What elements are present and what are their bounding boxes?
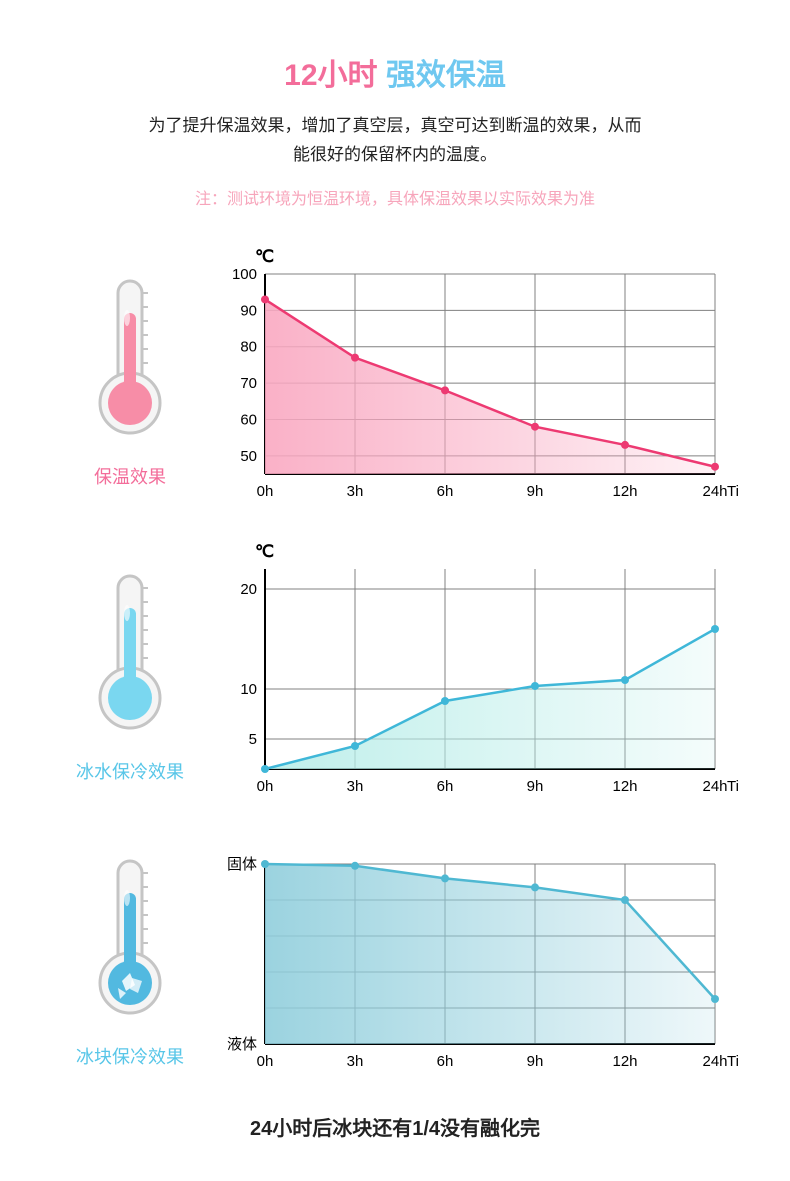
thermo-hot: 保温效果: [50, 273, 210, 489]
svg-text:℃: ℃: [255, 247, 274, 266]
svg-text:100: 100: [232, 266, 257, 283]
page-container: 12小时 强效保温 为了提升保温效果，增加了真空层，真空可达到断温的效果，从而 …: [0, 0, 790, 1181]
line-chart: ℃ 5 10 20 0h 3h 6h 9h 12h 24hTime: [210, 534, 740, 814]
subtitle: 为了提升保温效果，增加了真空层，真空可达到断温的效果，从而 能很好的保留杯内的温…: [50, 112, 740, 170]
svg-text:液体: 液体: [227, 1036, 257, 1053]
svg-text:5: 5: [249, 731, 257, 748]
svg-text:24h: 24h: [702, 1053, 727, 1070]
svg-text:24h: 24h: [702, 778, 727, 795]
thermo-cold-water: 冰水保冷效果: [50, 568, 210, 784]
title-accent: 12小时: [284, 59, 377, 92]
svg-text:10: 10: [240, 681, 257, 698]
svg-text:9h: 9h: [527, 483, 544, 500]
thermometer-icon: [90, 568, 170, 738]
svg-text:6h: 6h: [437, 483, 454, 500]
svg-text:12h: 12h: [612, 1053, 637, 1070]
svg-text:9h: 9h: [527, 1053, 544, 1070]
page-title: 12小时 强效保温: [50, 50, 740, 94]
svg-text:0h: 0h: [257, 483, 274, 500]
svg-text:50: 50: [240, 448, 257, 465]
svg-text:℃: ℃: [255, 542, 274, 561]
svg-text:9h: 9h: [527, 778, 544, 795]
chart-row-cold-water: 冰水保冷效果 ℃ 5 10 20 0h 3h 6h 9h 12h 24hTime: [50, 534, 740, 819]
line-chart: ℃ 50 60 70 80 90 100 0h 3h 6h 9h 12h 24hTime: [210, 239, 740, 519]
svg-text:0h: 0h: [257, 778, 274, 795]
svg-text:60: 60: [240, 411, 257, 428]
chart-label: 保温效果: [94, 463, 166, 489]
thermometer-icon: [90, 853, 170, 1023]
svg-text:20: 20: [240, 581, 257, 598]
line-chart: 固体液体0h 3h 6h 9h 12h 24hTime: [210, 829, 740, 1089]
svg-text:Time: Time: [727, 483, 740, 500]
svg-text:Time: Time: [727, 778, 740, 795]
svg-text:固体: 固体: [227, 856, 257, 873]
chart-row-hot: 保温效果 ℃ 50 60 70 80 90 100 0h 3h 6h 9h 12h 24hTime: [50, 239, 740, 524]
svg-text:6h: 6h: [437, 1053, 454, 1070]
svg-text:3h: 3h: [347, 483, 364, 500]
chart-label: 冰块保冷效果: [76, 1043, 184, 1069]
header: 12小时 强效保温 为了提升保温效果，增加了真空层，真空可达到断温的效果，从而 …: [50, 50, 740, 209]
svg-text:3h: 3h: [347, 1053, 364, 1070]
svg-text:Time: Time: [727, 1053, 740, 1070]
chart-row-ice: 冰块保冷效果 固体液体0h 3h 6h 9h 12h 24hTime: [50, 829, 740, 1094]
svg-text:0h: 0h: [257, 1053, 274, 1070]
title-main: 强效保温: [386, 59, 506, 92]
svg-text:12h: 12h: [612, 483, 637, 500]
thermometer-icon: [90, 273, 170, 443]
thermo-ice: 冰块保冷效果: [50, 853, 210, 1069]
svg-text:3h: 3h: [347, 778, 364, 795]
svg-text:6h: 6h: [437, 778, 454, 795]
chart-ice: 固体液体0h 3h 6h 9h 12h 24hTime: [210, 829, 740, 1094]
chart-label: 冰水保冷效果: [76, 758, 184, 784]
chart-hot: ℃ 50 60 70 80 90 100 0h 3h 6h 9h 12h 24hTime: [210, 239, 740, 524]
svg-text:70: 70: [240, 375, 257, 392]
chart-cold-water: ℃ 5 10 20 0h 3h 6h 9h 12h 24hTime: [210, 534, 740, 819]
svg-text:24h: 24h: [702, 483, 727, 500]
svg-text:12h: 12h: [612, 778, 637, 795]
svg-text:80: 80: [240, 339, 257, 356]
note-text: 注：测试环境为恒温环境，具体保温效果以实际效果为准: [50, 185, 740, 209]
footer-text: 24小时后冰块还有1/4没有融化完: [50, 1112, 740, 1141]
svg-text:90: 90: [240, 302, 257, 319]
